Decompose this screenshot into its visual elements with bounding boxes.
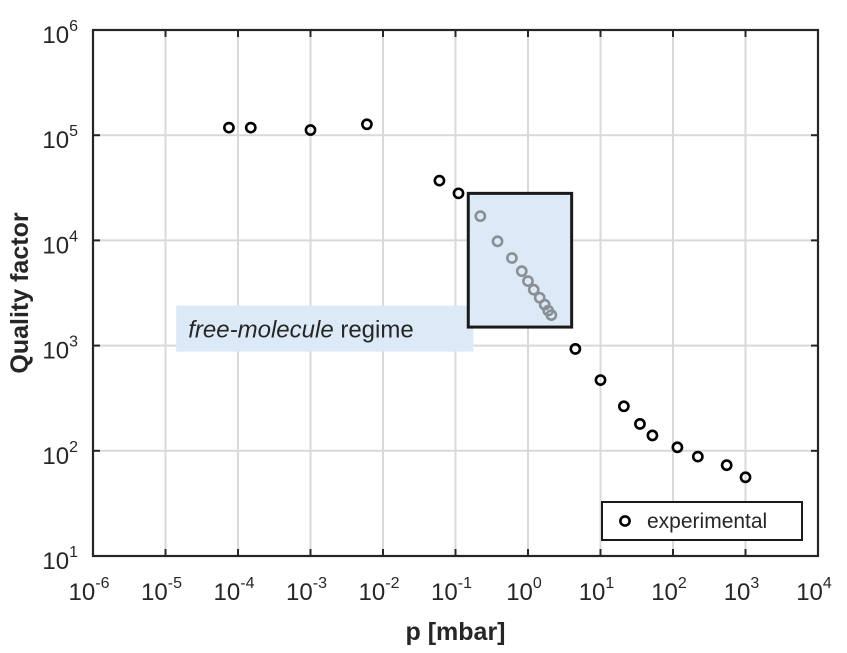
x-tick-base: 10 xyxy=(579,579,606,606)
y-axis-title: Quality factor xyxy=(6,212,34,373)
data-point xyxy=(569,343,582,355)
data-point xyxy=(223,121,235,134)
data-point xyxy=(594,374,607,386)
x-tick-exponent: 2 xyxy=(678,575,687,592)
y-tick-exponent: 2 xyxy=(69,439,78,456)
legend[interactable]: experimental xyxy=(601,501,803,541)
data-point xyxy=(691,450,704,463)
data-point xyxy=(361,118,373,131)
y-tick-base: 10 xyxy=(42,338,69,365)
x-tick-exponent: -4 xyxy=(240,575,254,592)
tick-marks xyxy=(92,29,819,557)
y-tick-label: 104 xyxy=(42,228,78,259)
annotation-label: free-molecule regime xyxy=(188,317,413,344)
annotation-background xyxy=(176,305,474,352)
data-point xyxy=(304,124,317,136)
y-tick-label: 101 xyxy=(42,544,78,575)
x-tick-label: 10-3 xyxy=(286,575,327,606)
data-point xyxy=(671,441,684,454)
y-tick-exponent: 3 xyxy=(69,334,78,351)
x-tick-label: 10-2 xyxy=(359,575,400,606)
data-point xyxy=(244,121,257,134)
y-tick-label: 105 xyxy=(42,123,78,154)
grid-lines xyxy=(92,29,819,557)
data-point xyxy=(634,418,646,430)
x-tick-base: 10 xyxy=(506,579,533,606)
y-tick-base: 10 xyxy=(42,443,69,470)
data-point xyxy=(646,429,659,442)
x-tick-base: 10 xyxy=(141,579,168,606)
data-point xyxy=(720,459,733,472)
x-tick-exponent: -3 xyxy=(313,575,327,592)
x-tick-base: 10 xyxy=(796,579,823,606)
data-point xyxy=(739,471,752,484)
x-tick-exponent: 3 xyxy=(750,575,759,592)
x-tick-label: 10-6 xyxy=(69,575,110,606)
x-tick-exponent: 1 xyxy=(605,575,614,592)
y-tick-exponent: 6 xyxy=(69,18,78,35)
x-tick-base: 10 xyxy=(651,579,678,606)
data-point xyxy=(522,275,534,288)
data-point xyxy=(545,309,558,321)
annotation-text: regime xyxy=(334,317,414,344)
legend-label: experimental xyxy=(647,510,767,533)
x-tick-label: 10-5 xyxy=(141,575,182,606)
y-tick-base: 10 xyxy=(42,548,69,575)
x-tick-base: 10 xyxy=(359,579,386,606)
y-tick-base: 10 xyxy=(42,232,69,259)
regime-annotation: free-molecule regime xyxy=(176,305,474,352)
x-tick-exponent: -2 xyxy=(385,575,399,592)
data-point xyxy=(527,283,540,296)
legend-marker xyxy=(619,515,631,527)
x-tick-label: 102 xyxy=(651,575,687,606)
x-tick-label: 104 xyxy=(796,575,832,606)
y-tick-base: 10 xyxy=(42,22,69,49)
data-points xyxy=(223,118,752,484)
x-tick-base: 10 xyxy=(69,579,96,606)
data-point xyxy=(617,400,630,413)
annotation-italic-text: free-molecule xyxy=(188,317,333,344)
data-point xyxy=(433,174,446,187)
y-tick-base: 10 xyxy=(42,127,69,154)
data-point xyxy=(491,235,504,248)
x-tick-base: 10 xyxy=(431,579,458,606)
y-tick-label: 106 xyxy=(42,18,78,49)
x-tick-exponent: -1 xyxy=(458,575,472,592)
x-tick-label: 10-4 xyxy=(214,575,255,606)
x-tick-label: 10-1 xyxy=(431,575,472,606)
legend-box xyxy=(601,501,803,541)
y-tick-label: 103 xyxy=(42,334,78,365)
x-tick-label: 101 xyxy=(579,575,615,606)
x-tick-labels: 10-6 10-5 10-4 10-3 10-2 10-1 100 101 102 103 104 xyxy=(69,575,832,606)
y-tick-label: 102 xyxy=(42,439,78,470)
y-tick-exponent: 4 xyxy=(69,228,78,245)
x-tick-exponent: 0 xyxy=(533,575,542,592)
y-tick-exponent: 5 xyxy=(69,123,78,140)
data-point xyxy=(474,210,487,223)
x-tick-exponent: -5 xyxy=(168,575,182,592)
x-tick-base: 10 xyxy=(724,579,751,606)
x-tick-base: 10 xyxy=(286,579,313,606)
x-tick-label: 100 xyxy=(506,575,542,606)
x-tick-exponent: -6 xyxy=(95,575,109,592)
data-point xyxy=(452,187,465,200)
y-tick-exponent: 1 xyxy=(69,544,78,561)
x-tick-exponent: 4 xyxy=(823,575,832,592)
data-point xyxy=(506,252,518,264)
data-point xyxy=(515,265,528,278)
x-tick-label: 103 xyxy=(724,575,760,606)
x-axis-title: p [mbar] xyxy=(406,618,506,646)
x-tick-base: 10 xyxy=(214,579,241,606)
